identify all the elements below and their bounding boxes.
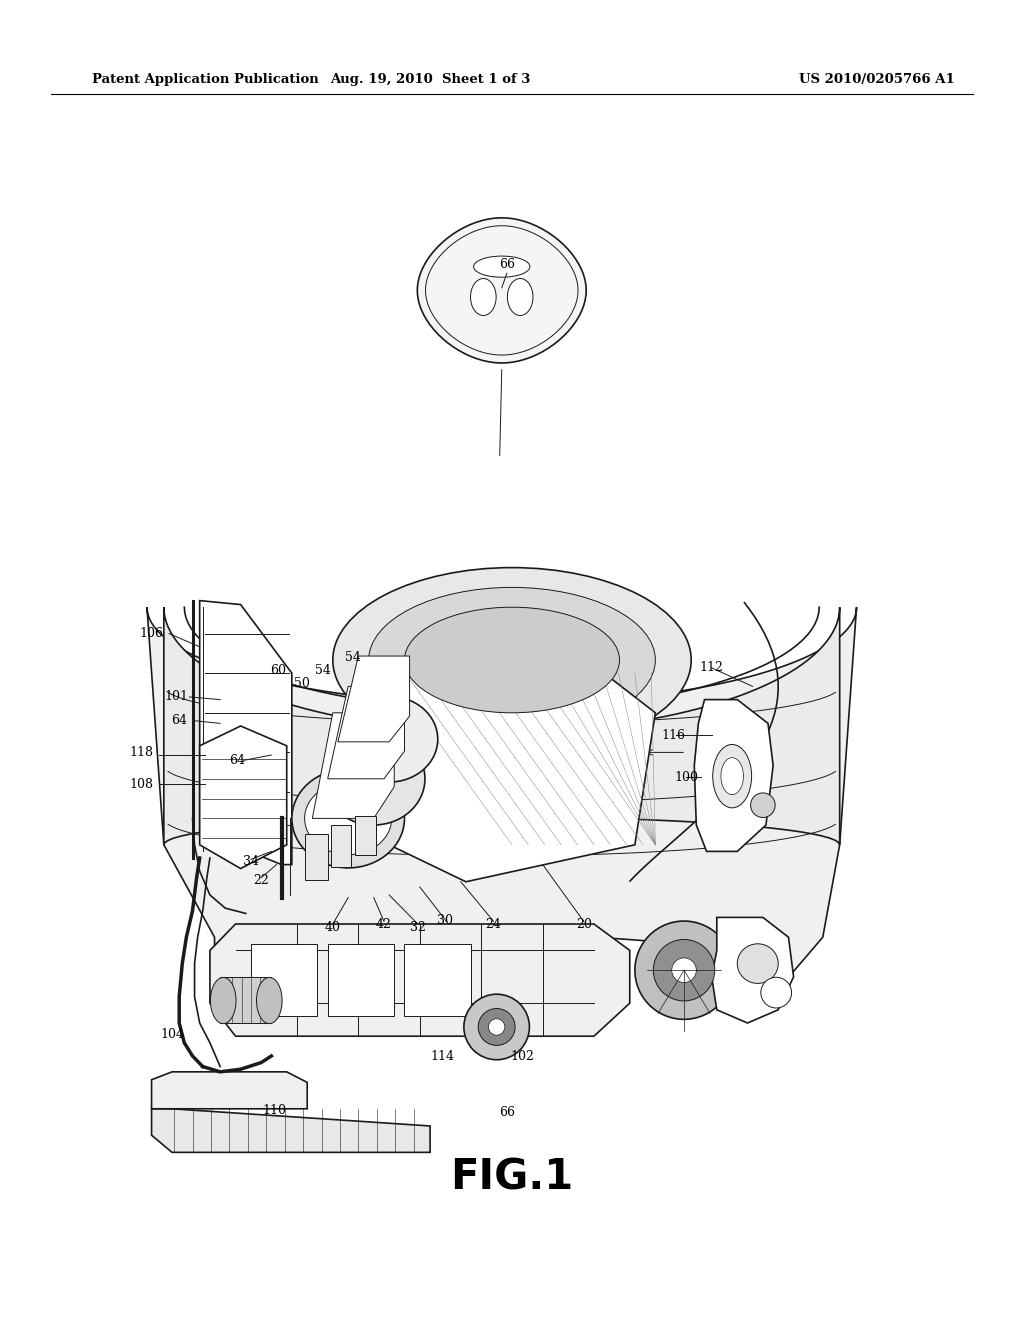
Text: 30: 30 — [437, 913, 454, 927]
Text: 118: 118 — [129, 746, 154, 759]
Ellipse shape — [256, 977, 283, 1024]
Ellipse shape — [340, 697, 438, 781]
Text: 22: 22 — [253, 874, 269, 887]
Text: 20: 20 — [575, 917, 592, 931]
Circle shape — [478, 1008, 515, 1045]
Text: 42: 42 — [376, 917, 392, 931]
Ellipse shape — [713, 744, 752, 808]
Text: 34: 34 — [243, 855, 259, 869]
Polygon shape — [355, 816, 376, 855]
Text: 102: 102 — [510, 1049, 535, 1063]
Text: 112: 112 — [699, 661, 724, 675]
Text: FIG.1: FIG.1 — [451, 1156, 573, 1199]
Circle shape — [761, 977, 792, 1008]
Text: 108: 108 — [129, 777, 154, 791]
Text: 50: 50 — [294, 677, 310, 690]
Ellipse shape — [333, 568, 691, 752]
Text: 110: 110 — [262, 1104, 287, 1117]
Text: 66: 66 — [499, 1106, 515, 1119]
Ellipse shape — [305, 781, 391, 855]
Polygon shape — [418, 218, 586, 363]
Polygon shape — [164, 607, 840, 845]
Text: US 2010/0205766 A1: US 2010/0205766 A1 — [799, 73, 954, 86]
Ellipse shape — [473, 256, 530, 277]
Polygon shape — [200, 601, 292, 865]
Polygon shape — [694, 700, 773, 851]
Text: 66: 66 — [499, 257, 515, 271]
Text: 64: 64 — [171, 714, 187, 727]
Polygon shape — [152, 1072, 307, 1109]
Ellipse shape — [721, 758, 743, 795]
Circle shape — [488, 1019, 505, 1035]
Text: 104: 104 — [160, 1028, 184, 1041]
Polygon shape — [200, 726, 287, 869]
Polygon shape — [305, 834, 328, 880]
Polygon shape — [251, 944, 317, 1016]
Ellipse shape — [323, 733, 425, 825]
Polygon shape — [389, 673, 655, 882]
Text: 106: 106 — [139, 627, 164, 640]
Polygon shape — [328, 686, 404, 779]
Text: 116: 116 — [662, 729, 686, 742]
Polygon shape — [220, 977, 271, 1023]
Text: 32: 32 — [410, 921, 426, 935]
Ellipse shape — [369, 587, 655, 733]
Text: Patent Application Publication: Patent Application Publication — [92, 73, 318, 86]
Text: 64: 64 — [229, 754, 246, 767]
Circle shape — [635, 921, 733, 1019]
Circle shape — [751, 793, 775, 817]
Text: 24: 24 — [485, 917, 502, 931]
Ellipse shape — [292, 768, 404, 869]
Polygon shape — [712, 917, 794, 1023]
Ellipse shape — [508, 279, 532, 315]
Ellipse shape — [737, 944, 778, 983]
Text: 54: 54 — [345, 651, 361, 664]
Polygon shape — [210, 924, 630, 1036]
Polygon shape — [338, 656, 410, 742]
Circle shape — [653, 940, 715, 1001]
Ellipse shape — [404, 607, 620, 713]
Polygon shape — [404, 944, 471, 1016]
Circle shape — [672, 958, 696, 982]
Circle shape — [464, 994, 529, 1060]
Polygon shape — [312, 713, 394, 818]
Ellipse shape — [470, 279, 496, 315]
Text: 100: 100 — [674, 771, 698, 784]
Text: 114: 114 — [430, 1049, 455, 1063]
Polygon shape — [152, 1109, 430, 1152]
Text: 54: 54 — [314, 664, 331, 677]
Polygon shape — [146, 607, 856, 977]
Text: Aug. 19, 2010  Sheet 1 of 3: Aug. 19, 2010 Sheet 1 of 3 — [330, 73, 530, 86]
Polygon shape — [328, 944, 394, 1016]
Text: 101: 101 — [164, 690, 188, 704]
Text: 60: 60 — [270, 664, 287, 677]
Text: 40: 40 — [325, 921, 341, 935]
Polygon shape — [331, 825, 351, 867]
Ellipse shape — [211, 977, 236, 1024]
